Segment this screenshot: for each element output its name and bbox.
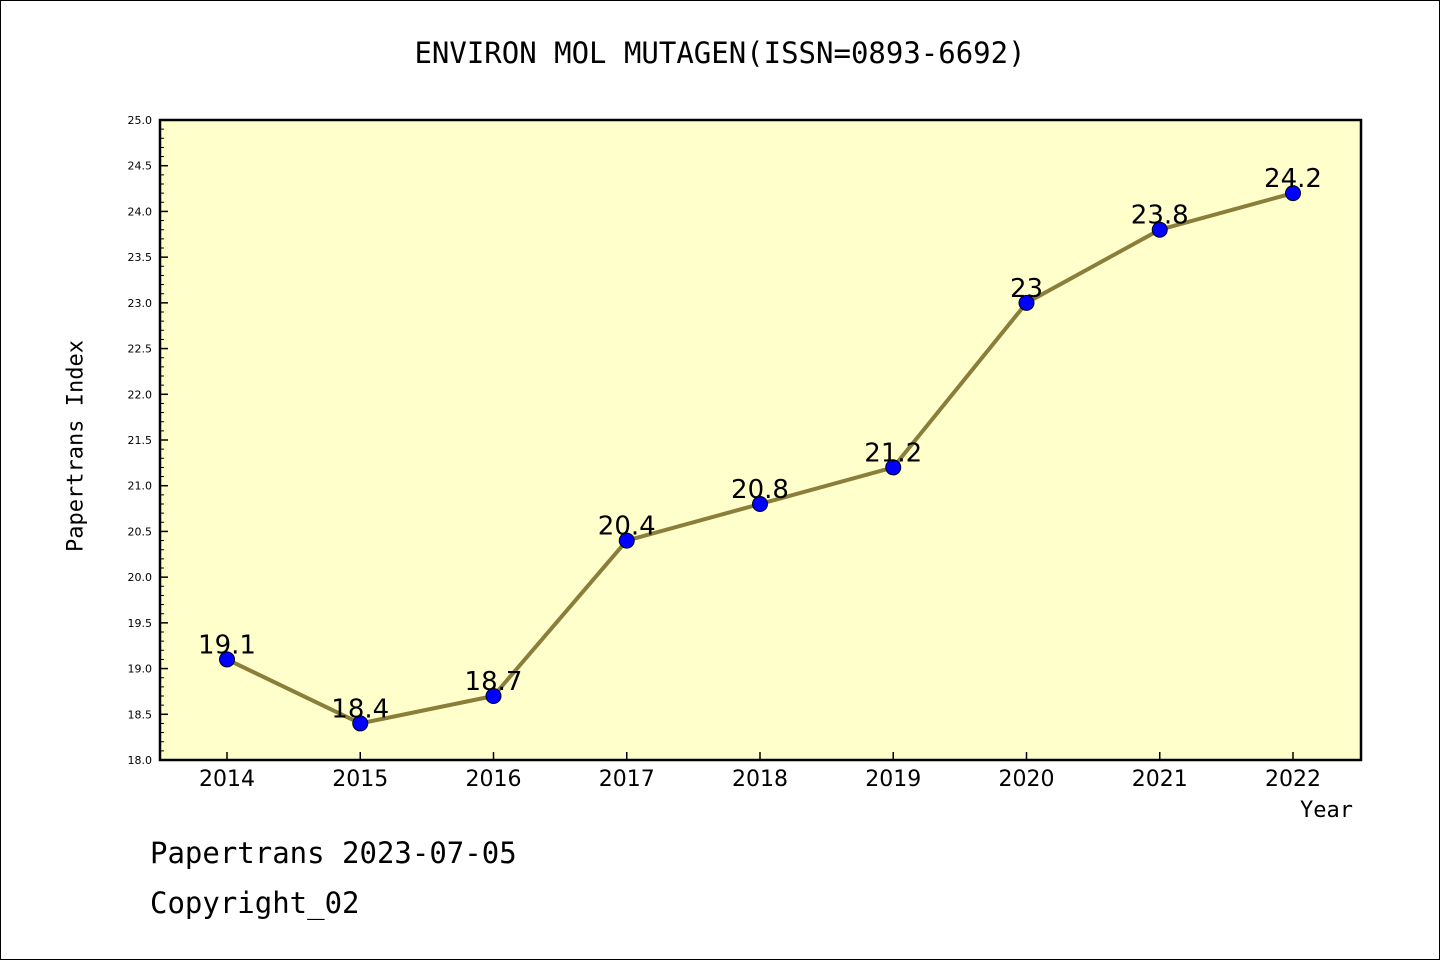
y-tick-label: 24.5: [128, 160, 153, 173]
y-tick-label: 25.0: [128, 114, 153, 127]
x-tick-label: 2015: [332, 767, 388, 792]
data-label: 23: [1010, 274, 1043, 304]
footer-date: Papertrans 2023-07-05: [150, 836, 517, 870]
x-axis-label: Year: [1300, 798, 1353, 823]
x-tick-label: 2017: [599, 767, 655, 792]
x-tick-label: 2021: [1132, 767, 1188, 792]
y-tick-label: 22.0: [128, 388, 153, 401]
y-tick-label: 21.5: [128, 434, 153, 447]
data-label: 24.2: [1264, 164, 1322, 194]
y-tick-label: 22.5: [128, 343, 153, 356]
y-tick-label: 19.0: [128, 663, 153, 676]
y-tick-label: 20.0: [128, 571, 153, 584]
y-tick-label: 23.0: [128, 297, 153, 310]
y-tick-label: 18.5: [128, 708, 153, 721]
y-tick-label: 20.5: [128, 525, 153, 538]
x-tick-label: 2018: [732, 767, 788, 792]
y-tick-label: 18.0: [128, 754, 153, 767]
data-label: 18.4: [331, 694, 389, 724]
x-tick-label: 2022: [1265, 767, 1321, 792]
data-point: [885, 459, 902, 476]
data-label: 21.2: [864, 438, 922, 468]
x-tick-label: 2016: [466, 767, 522, 792]
data-point: [1285, 185, 1301, 202]
chart-title: ENVIRON MOL MUTAGEN(ISSN=0893-6692): [414, 36, 1026, 70]
y-tick-label: 24.0: [128, 205, 153, 218]
y-tick-label: 19.5: [128, 617, 153, 630]
data-point: [219, 651, 235, 668]
data-label: 19.1: [198, 630, 256, 660]
data-label: 20.4: [598, 512, 656, 542]
footer-copyright: Copyright_02: [150, 886, 360, 920]
y-tick-label: 21.0: [128, 480, 153, 493]
data-label: 23.8: [1131, 201, 1189, 231]
y-tick-label: 23.5: [128, 251, 153, 264]
x-axis: 2014 2015 2016 2017 2018 2019 2020 2021 2022: [199, 752, 1321, 792]
x-tick-label: 2014: [199, 767, 255, 792]
x-tick-label: 2020: [999, 767, 1055, 792]
x-tick-label: 2019: [865, 767, 921, 792]
data-labels: 19.1 18.4 18.7 20.4 20.8 21.2 23 23.8 24.2: [198, 164, 1322, 724]
data-point: [1151, 221, 1168, 238]
data-point: [352, 715, 369, 732]
series-markers: [219, 185, 1301, 732]
data-point: [485, 688, 502, 704]
data-label: 18.7: [465, 667, 523, 697]
data-point: [752, 496, 768, 512]
data-label: 20.8: [731, 475, 789, 505]
y-axis: 18.0 18.5 19.0 19.5 20.0 20.5 21.0 21.5 22.0 22.5…: [128, 114, 168, 767]
data-point: [618, 532, 635, 549]
data-point: [1018, 294, 1035, 311]
